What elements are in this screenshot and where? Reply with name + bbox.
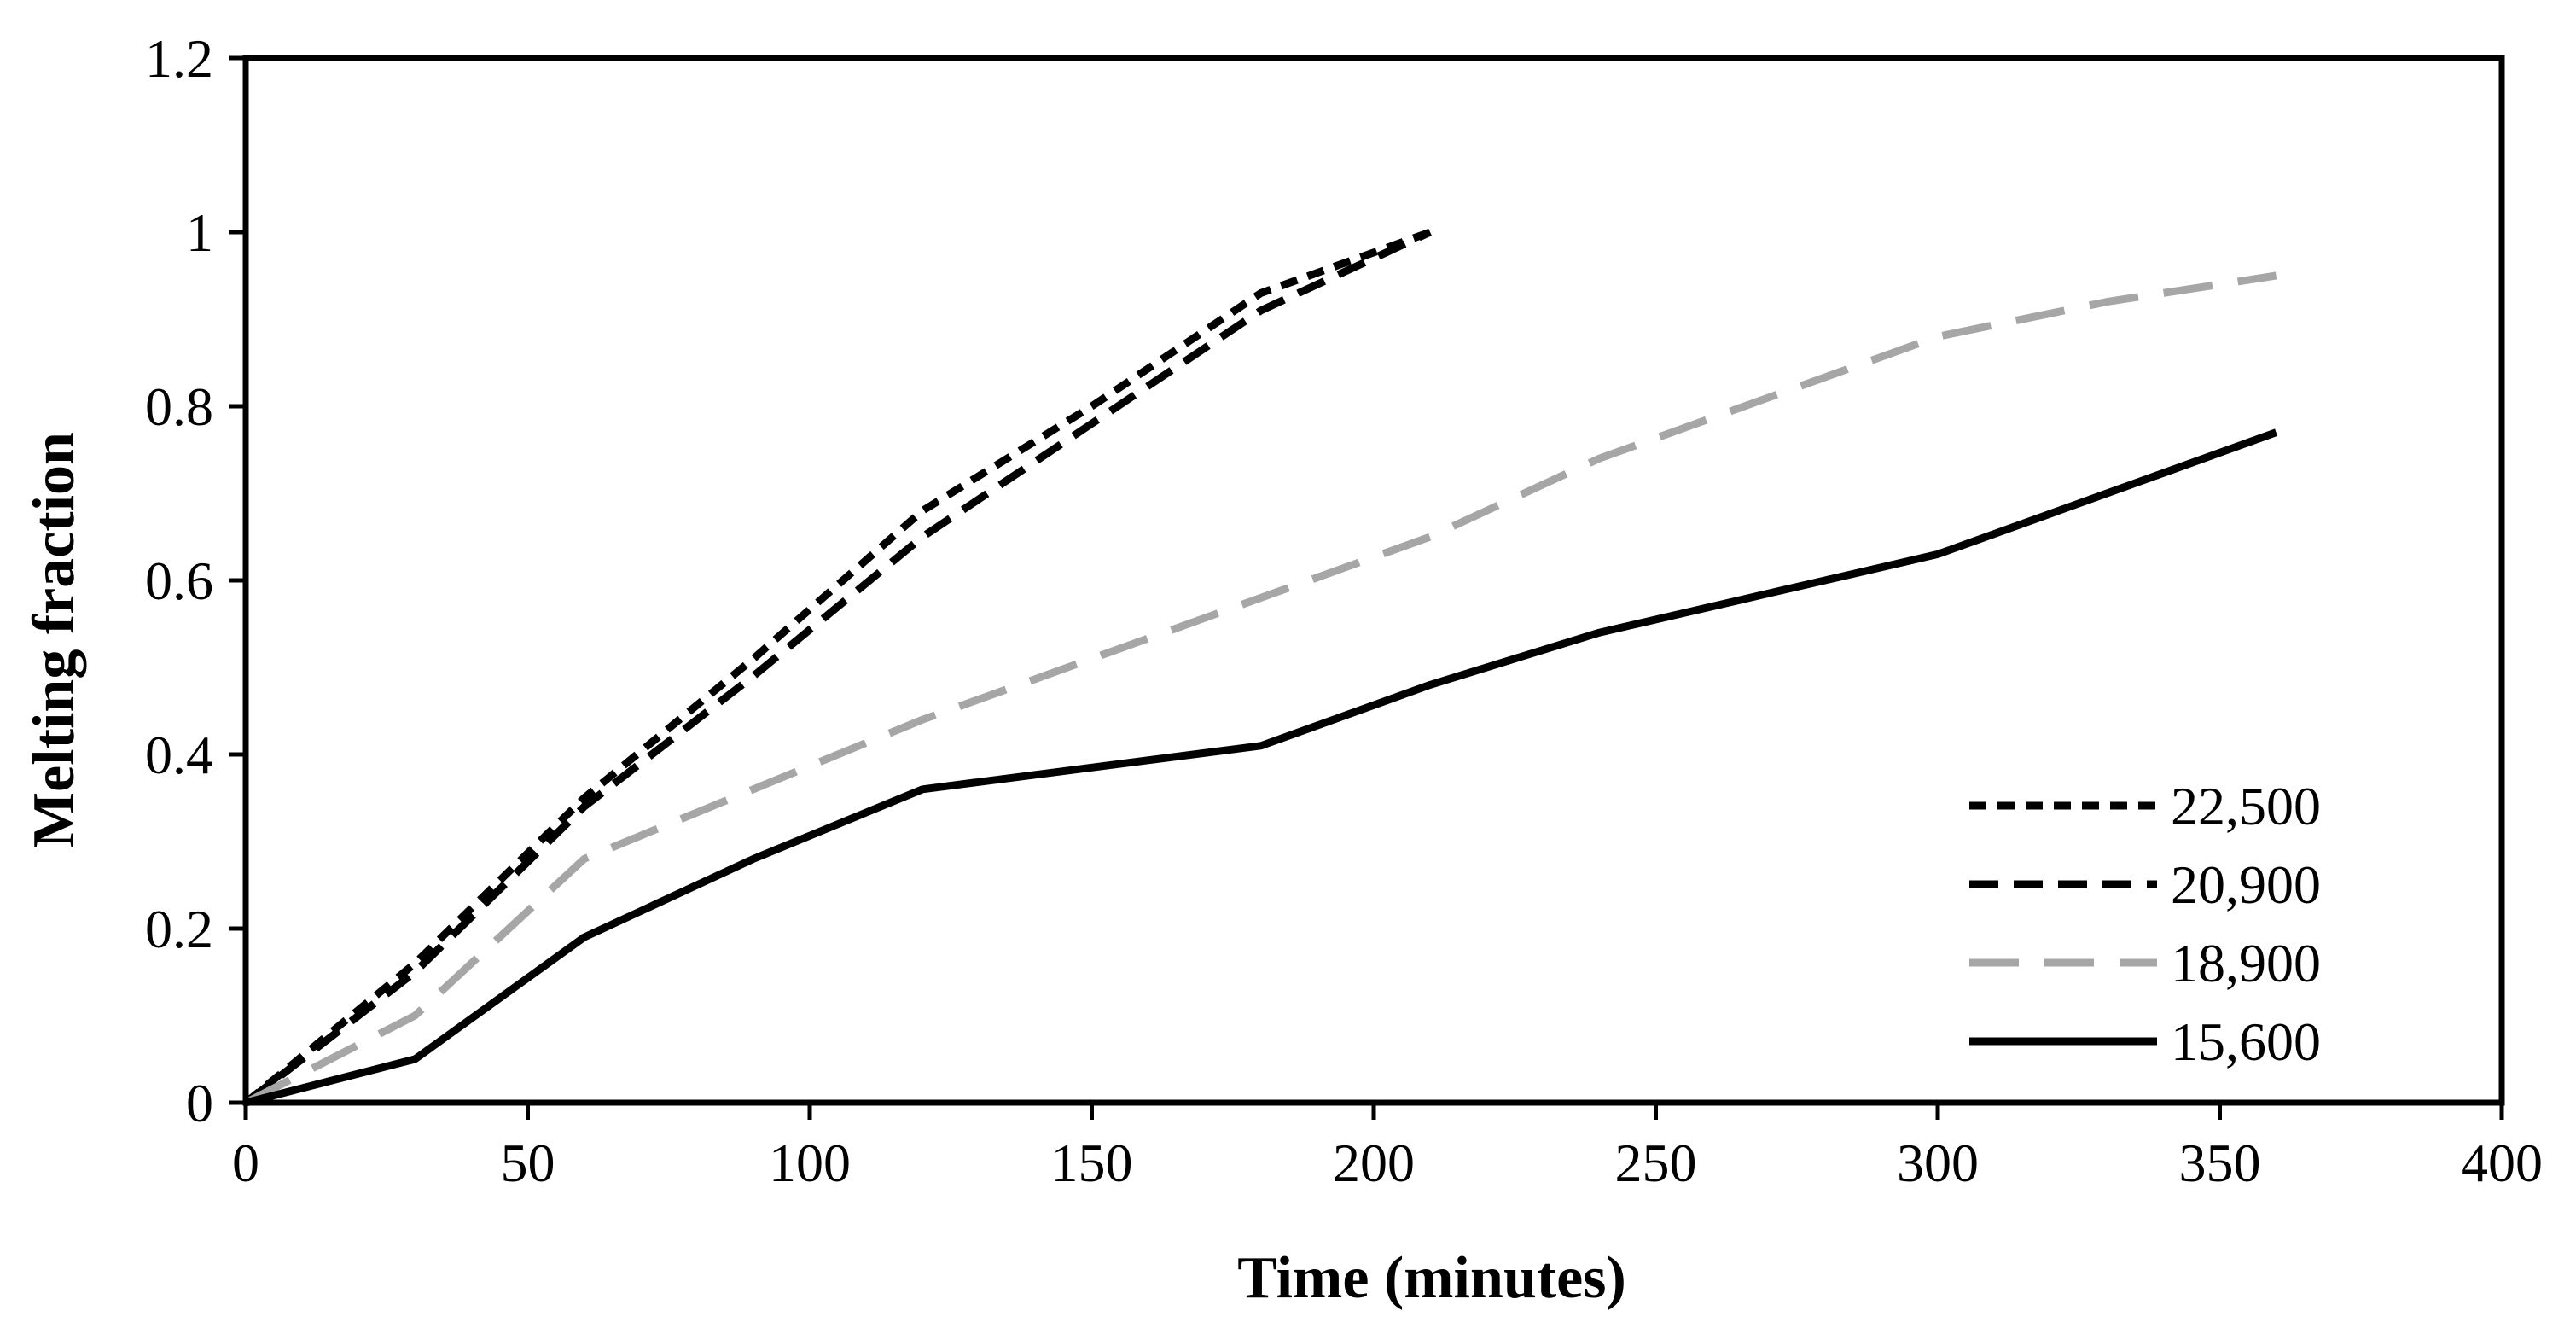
y-tick-label: 0.2 [145, 899, 213, 959]
legend-label: 15,600 [2171, 1011, 2321, 1072]
x-tick-label: 400 [2461, 1133, 2543, 1193]
x-tick-label: 200 [1333, 1133, 1415, 1193]
legend-label: 18,900 [2171, 933, 2321, 993]
legend: 22,500 20,900 18,900 15,600 [1969, 776, 2321, 1072]
y-tick-label: 1.2 [145, 28, 213, 89]
x-tick-label: 350 [2179, 1133, 2261, 1193]
legend-label: 20,900 [2171, 854, 2321, 915]
x-tick-label: 50 [501, 1133, 555, 1193]
series-line-15600 [244, 428, 2278, 1107]
x-tick-label: 300 [1897, 1133, 1979, 1193]
y-tick-label: 1 [186, 202, 213, 263]
x-tick-label: 150 [1051, 1133, 1133, 1193]
x-tick-label: 0 [232, 1133, 259, 1193]
y-tick-label: 0.4 [145, 725, 213, 785]
y-axis-title: Melting fraction [21, 432, 87, 848]
series-line-20900 [243, 228, 1432, 1106]
y-tick-label: 0.6 [145, 550, 213, 611]
axis-ticks: 0 50 100 150 200 250 300 350 400 0 0.2 0.4 0.6 0.8 1 1.… [145, 28, 2543, 1193]
series-line-18900 [243, 271, 2277, 1107]
plot-area-frame [242, 55, 2505, 1106]
x-tick-label: 250 [1615, 1133, 1697, 1193]
series-line-22500 [243, 228, 1432, 1106]
series-lines [243, 228, 2278, 1107]
legend-label: 22,500 [2171, 776, 2321, 836]
x-tick-label: 100 [769, 1133, 851, 1193]
y-tick-label: 0.8 [145, 376, 213, 437]
y-tick-label: 0 [186, 1073, 213, 1133]
x-axis-title: Time (minutes) [1237, 1245, 1626, 1311]
